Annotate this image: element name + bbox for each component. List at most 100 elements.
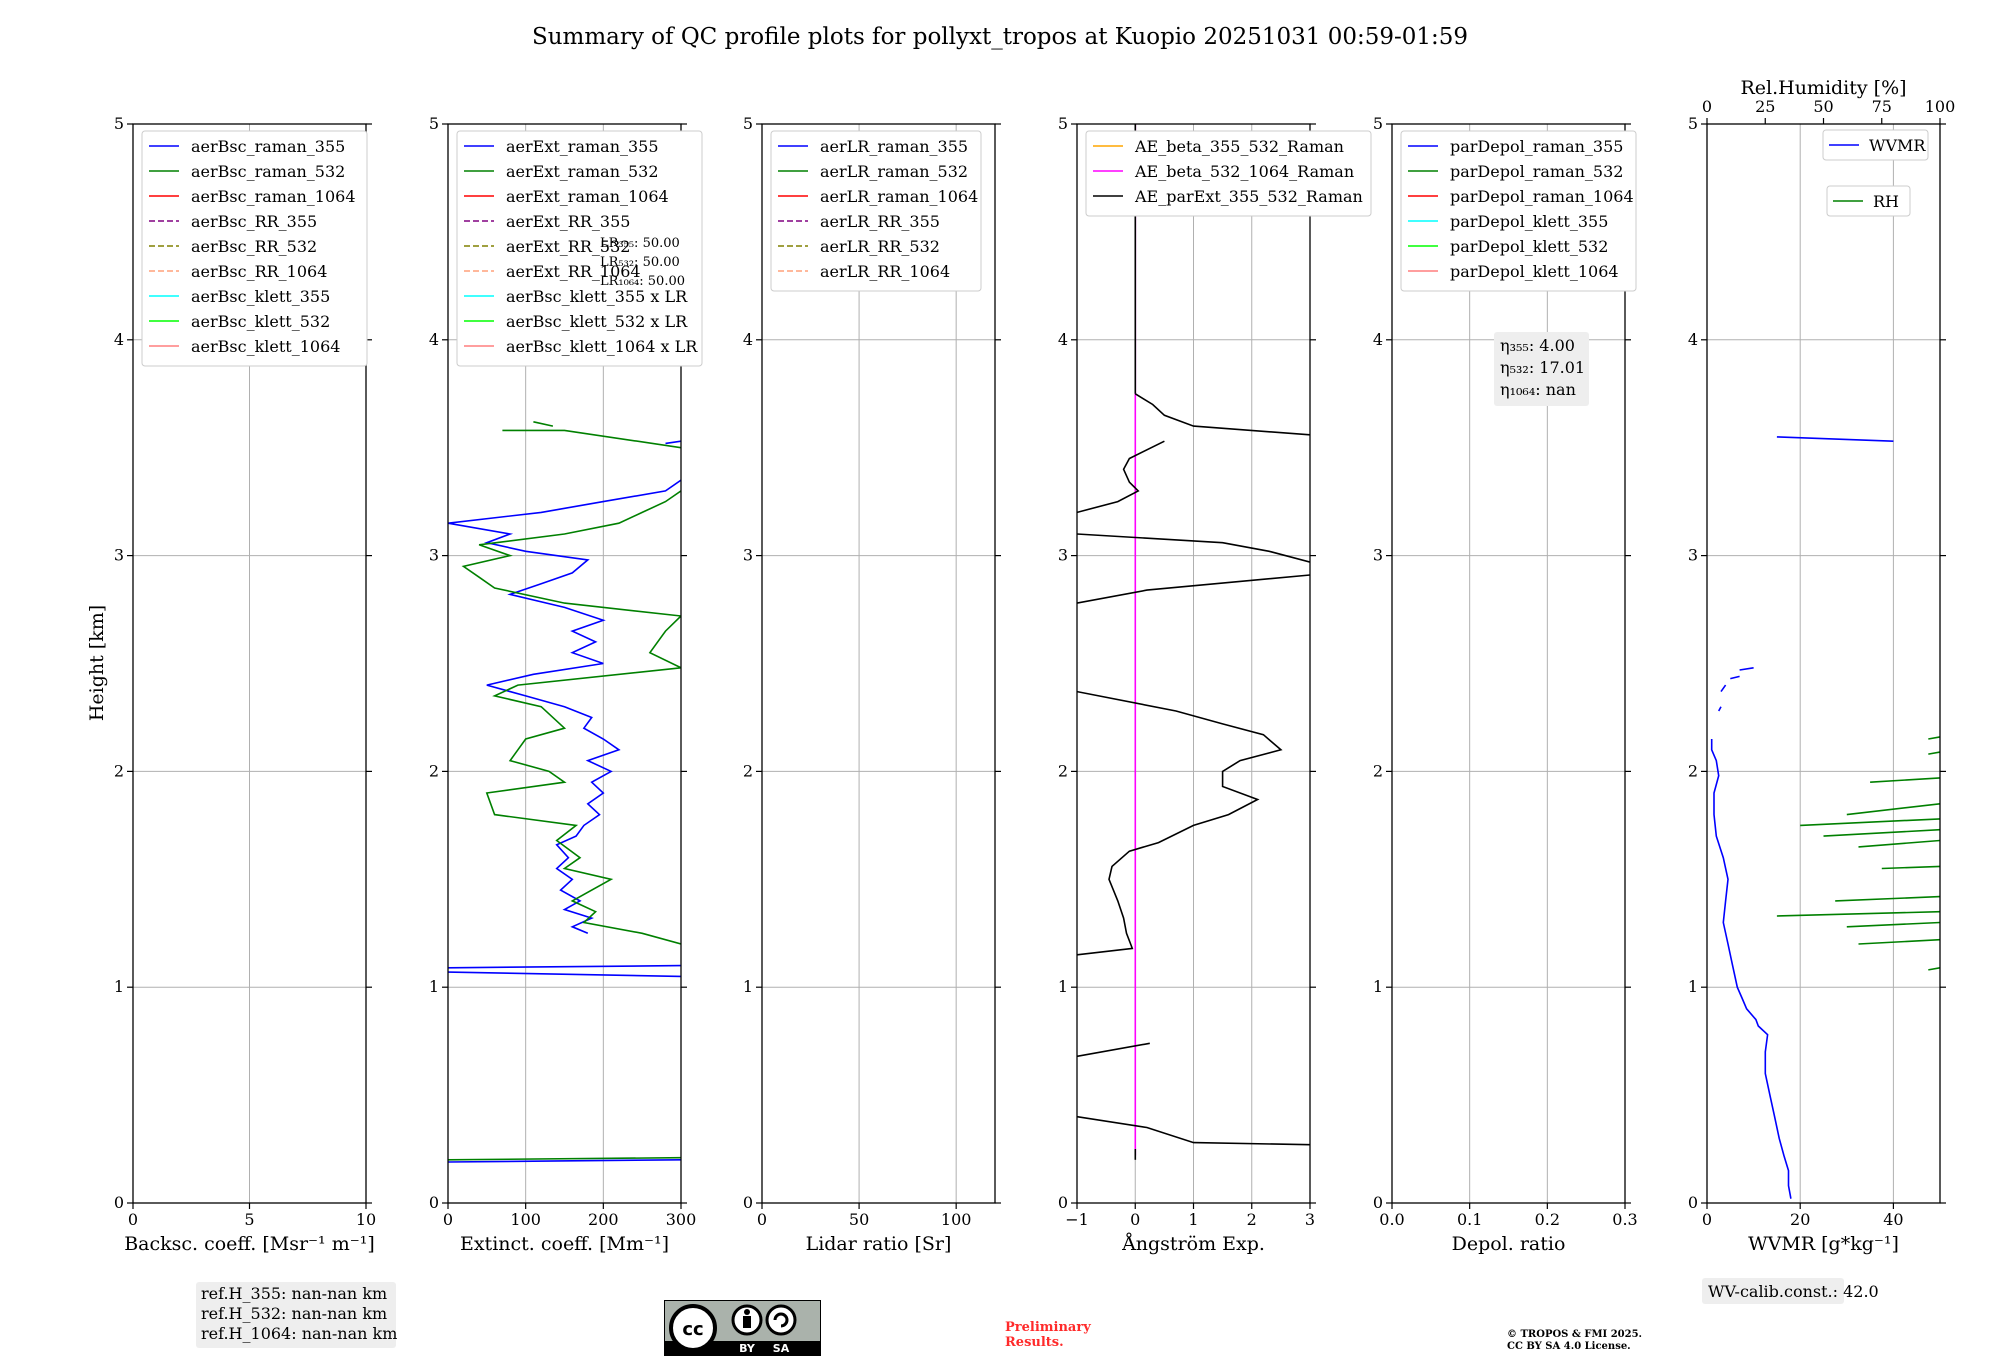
legend-label: aerLR_RR_355 [820,212,940,231]
legend-label: aerBsc_RR_355 [191,212,317,231]
series-line-RH [1858,938,1940,945]
legend-label: aerBsc_klett_355 x LR [506,287,688,306]
legend-label: aerLR_RR_532 [820,237,940,256]
eta-line: η₅₃₂: 17.01 [1500,358,1585,377]
x-tick-label: 0 [443,1210,453,1229]
series-line-RH [1928,751,1940,755]
y-tick-label: 5 [1058,114,1068,133]
y-tick-label: 3 [1058,546,1068,565]
series-line-WVMR [1776,436,1894,442]
legend-label: parDepol_raman_355 [1450,137,1623,156]
legend-label: RH [1873,192,1899,211]
y-tick-label: 0 [743,1193,753,1212]
series-line-RH [1776,910,1940,917]
series-line-WVMR [1717,706,1722,712]
series-line-WVMR [1710,739,1792,1199]
legend: parDepol_raman_355 parDepol_raman_532 parD… [1400,130,1637,292]
legend-label: AE_beta_355_532_Raman [1134,137,1344,156]
legend-label: aerExt_RR_1064 [506,262,641,281]
top-x-tick-label: 100 [1925,97,1956,116]
y-tick-label: 1 [743,977,753,996]
legend-label: aerLR_raman_355 [820,137,968,156]
reference-height-line: ref.H_532: nan-nan km [201,1304,387,1323]
axes-frame [447,123,682,1204]
series-line-AE_parExt_355_532_Raman [1077,440,1165,514]
legend: aerBsc_raman_355 aerBsc_raman_532 aerBsc_r… [141,130,368,367]
series-line-RH [1846,803,1940,816]
x-tick-label: 100 [510,1210,541,1229]
sa-icon [765,1304,797,1336]
lidar-ratio-note: LR₃₅₅: 50.00 [600,236,680,251]
y-tick-label: 4 [1688,330,1698,349]
y-tick-label: 4 [429,330,439,349]
reference-height-line: ref.H_355: nan-nan km [201,1284,387,1303]
legend-label: AE_beta_532_1064_Raman [1134,162,1354,181]
y-tick-label: 1 [114,977,124,996]
y-tick-label: 1 [1688,977,1698,996]
x-axis-label: WVMR [g*kg⁻¹] [1748,1233,1899,1255]
series-line-AE_parExt_355_532_Raman [1134,393,1310,436]
y-tick-label: 3 [1373,546,1383,565]
y-tick-label: 4 [114,330,124,349]
x-axis-label: Depol. ratio [1452,1233,1566,1255]
y-tick-label: 3 [429,546,439,565]
eta-line: η₁₀₆₄: nan [1500,380,1576,399]
legend-label: aerLR_raman_532 [820,162,968,181]
x-tick-label: 2 [1247,1210,1257,1229]
x-axis-label: Backsc. coeff. [Msr⁻¹ m⁻¹] [124,1233,375,1255]
cc-icon [669,1304,717,1352]
series-line-aerExt_raman_355 [448,964,681,969]
series-line-aerExt_raman_532 [502,429,681,449]
x-tick-label: 0.2 [1535,1210,1560,1229]
series-line-WVMR [1730,675,1740,680]
y-tick-label: 2 [429,761,439,780]
panel-6: 0 20 40 0 1 2 3 4 5 WVMR [g*kg⁻¹] 0 25 50 75 100 Rel.Hu… [1688,77,1955,1255]
top-x-tick-label: 50 [1813,97,1833,116]
series-line-AE_parExt_355_532_Raman [1077,574,1310,604]
panel-1: 0 5 10 0 1 2 3 4 5 Backsc. coeff. [Msr⁻¹ m⁻¹] Heig… [86,114,376,1255]
preliminary-results-note: Preliminary Results. [1005,1320,1091,1350]
top-x-tick-label: 0 [1702,97,1712,116]
copyright-note: © TROPOS & FMI 2025. CC BY SA 4.0 Licens… [1507,1329,1642,1353]
y-tick-label: 0 [1373,1193,1383,1212]
series-line-WVMR [1739,667,1754,671]
series-line-AE_parExt_355_532_Raman [1077,533,1310,563]
legend-label: aerExt_raman_1064 [506,187,669,206]
x-tick-label: 50 [849,1210,869,1229]
y-tick-label: 3 [1688,546,1698,565]
y-tick-label: 3 [743,546,753,565]
series-line-AE_parExt_355_532_Raman [1077,1115,1310,1146]
legend: aerLR_raman_355 aerLR_raman_532 aerLR_rama… [770,130,982,292]
legend-label: aerBsc_raman_532 [191,162,345,181]
top-x-tick-label: 75 [1872,97,1892,116]
svg-text:SA: SA [773,1342,790,1355]
legend-label: aerLR_raman_1064 [820,187,978,206]
series-line-WVMR [1720,684,1727,693]
legend-label: aerBsc_klett_532 [191,312,330,331]
cc-license-badge: cc BY SA [663,1299,822,1357]
legend-label: parDepol_klett_1064 [1450,262,1619,281]
x-tick-label: 40 [1883,1210,1903,1229]
legend-label: parDepol_raman_532 [1450,162,1623,181]
series-line-AE_parExt_355_532_Raman [1077,690,1283,956]
legend-label: aerBsc_klett_1064 x LR [506,337,698,356]
legend-label: aerLR_RR_1064 [820,262,950,281]
preliminary-line-1: Preliminary [1005,1320,1091,1335]
reference-height-line: ref.H_1064: nan-nan km [201,1324,397,1343]
legend-label: parDepol_klett_355 [1450,212,1608,231]
x-tick-label: 3 [1305,1210,1315,1229]
series-line-aerExt_raman_532 [533,421,554,427]
svg-text:cc: cc [682,1319,703,1340]
y-tick-label: 4 [1373,330,1383,349]
legend-label: AE_parExt_355_532_Raman [1134,187,1363,206]
y-tick-label: 0 [1058,1193,1068,1212]
legend-label: aerBsc_klett_355 [191,287,330,306]
legend-label: parDepol_raman_1064 [1450,187,1634,206]
legend-label: aerBsc_klett_1064 [191,337,340,356]
x-axis-label: Extinct. coeff. [Mm⁻¹] [460,1233,669,1255]
series-line-AE_parExt_355_532_Raman [1077,1042,1150,1058]
series-line-RH [1928,967,1940,971]
panel-2: 0 100 200 300 0 1 2 3 4 5 Extinct. coeff. [Mm⁻¹] ae… [429,114,703,1255]
series-line-RH [1846,921,1940,928]
